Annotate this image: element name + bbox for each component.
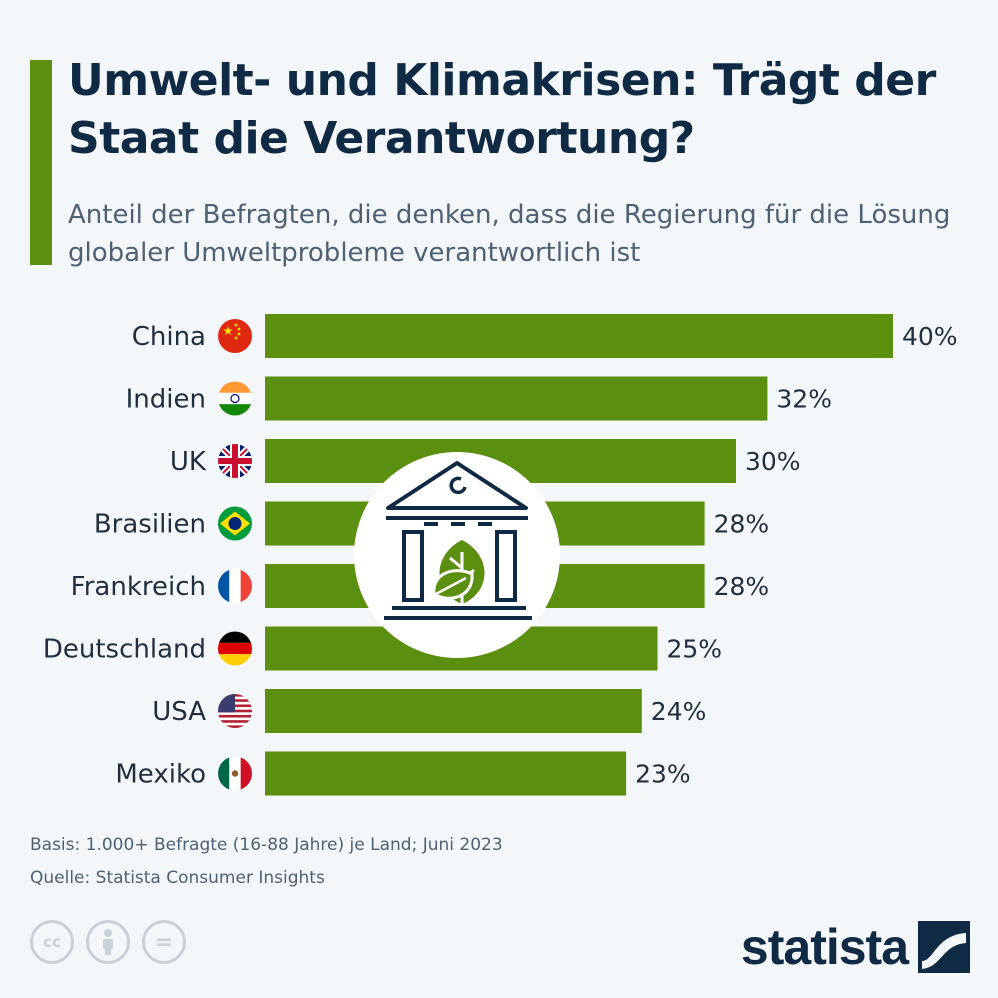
cc-icon[interactable]: cc <box>30 920 74 964</box>
value-label: 40% <box>902 322 958 351</box>
category-label: Mexiko <box>115 760 206 790</box>
accent-bar <box>30 60 52 265</box>
brazil-flag-icon <box>218 506 252 541</box>
chart-subtitle: Anteil der Befragten, die denken, dass d… <box>68 200 951 268</box>
category-label: Frankreich <box>71 572 206 602</box>
by-icon[interactable] <box>86 920 130 964</box>
germany-flag-icon <box>218 631 252 666</box>
value-label: 32% <box>776 385 832 414</box>
category-label: China <box>132 322 206 352</box>
mexico-flag-icon <box>218 756 252 791</box>
value-label: 30% <box>745 447 801 476</box>
category-label: Indien <box>126 385 206 415</box>
value-label: 23% <box>635 760 691 789</box>
value-label: 25% <box>667 635 723 664</box>
footer-basis: Basis: 1.000+ Befragte (16-88 Jahre) je … <box>30 835 503 855</box>
france-flag-icon <box>218 569 252 603</box>
bar-usa <box>265 689 642 733</box>
value-label: 28% <box>714 572 770 601</box>
china-flag-icon <box>218 319 252 353</box>
india-flag-icon <box>218 381 252 416</box>
license-icons: cc = <box>30 920 186 964</box>
statista-logo-mark-icon <box>918 921 970 973</box>
government-building-leaf-icon <box>354 452 560 658</box>
value-label: 24% <box>651 697 707 726</box>
bar-china <box>265 314 893 358</box>
category-label: UK <box>170 447 207 477</box>
chart-title: Umwelt- und Klimakrisen: Trägt der Staat… <box>68 55 936 164</box>
brand-name: statista <box>740 919 909 975</box>
value-label: 28% <box>714 510 770 539</box>
usa-flag-icon <box>218 694 252 728</box>
category-label: Brasilien <box>94 510 206 540</box>
statista-logo[interactable]: statista <box>741 918 970 976</box>
bar-mexiko <box>265 751 627 796</box>
footer-source: Quelle: Statista Consumer Insights <box>30 868 325 888</box>
bar-indien <box>265 376 768 421</box>
nd-icon[interactable]: = <box>142 920 186 964</box>
category-label: USA <box>152 697 206 727</box>
category-label: Deutschland <box>43 635 206 665</box>
uk-flag-icon <box>218 444 252 478</box>
